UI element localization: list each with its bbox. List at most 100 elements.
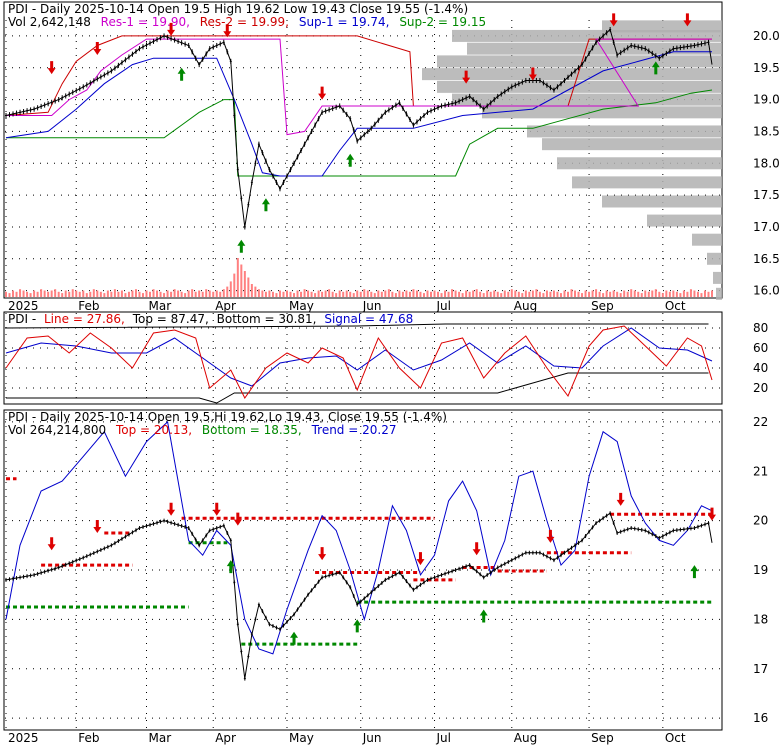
volume-bar bbox=[559, 293, 562, 297]
volume-bar bbox=[405, 290, 408, 297]
volume-bar bbox=[588, 291, 591, 297]
sup2-line bbox=[6, 89, 713, 177]
volume-bar bbox=[243, 271, 246, 297]
volume-bar bbox=[254, 286, 257, 297]
sell-arrow bbox=[167, 22, 176, 36]
sell-arrow bbox=[93, 42, 102, 56]
volume-bar bbox=[640, 293, 643, 297]
buy-arrow bbox=[346, 153, 355, 167]
volume-bar bbox=[328, 289, 331, 297]
volume-bar bbox=[616, 291, 619, 297]
trend-price-close-line bbox=[5, 512, 713, 679]
trend-line bbox=[5, 420, 713, 655]
volume-bar bbox=[134, 289, 137, 297]
volume-bar bbox=[524, 290, 527, 297]
osc-signal-line bbox=[5, 327, 713, 387]
osc-y-tick-label: 20 bbox=[753, 381, 768, 395]
volume-bar bbox=[264, 291, 267, 297]
volume-bar bbox=[430, 291, 433, 297]
trend-sell-arrow bbox=[416, 552, 425, 566]
volume-bar bbox=[152, 289, 155, 297]
volume-bar bbox=[574, 290, 577, 297]
volume-bar bbox=[50, 290, 53, 297]
volume-profile-bar bbox=[707, 252, 722, 265]
sell-arrow bbox=[47, 61, 56, 75]
volume-bar bbox=[145, 290, 148, 297]
trend-header-bottom: Bottom = 18.35, bbox=[202, 423, 302, 437]
volume-bar bbox=[184, 293, 187, 297]
trend-header-vol: Vol 264,214,800 bbox=[8, 423, 106, 437]
buy-arrow bbox=[177, 67, 186, 81]
price-x-tick-label: Aug bbox=[514, 299, 537, 313]
volume-bar bbox=[412, 289, 415, 297]
volume-bar bbox=[398, 290, 401, 297]
trend-header-line2: Vol 264,214,800 Top = 20.13, Bottom = 18… bbox=[8, 423, 396, 437]
trend-panel-frame bbox=[3, 409, 723, 731]
volume-bar bbox=[285, 290, 288, 297]
volume-bar bbox=[19, 289, 22, 297]
sell-arrow bbox=[223, 24, 232, 38]
volume-bar bbox=[517, 291, 520, 297]
volume-bar bbox=[682, 290, 685, 297]
sell-arrow bbox=[462, 70, 471, 84]
volume-bar bbox=[422, 293, 425, 297]
volume-bar bbox=[581, 293, 584, 297]
trend-x-tick-label: Sep bbox=[591, 731, 614, 745]
volume-bar bbox=[219, 291, 222, 297]
trend-header-trend: Trend = 20.27 bbox=[311, 423, 397, 437]
volume-bar bbox=[250, 284, 253, 297]
volume-profile-bar bbox=[557, 157, 722, 170]
volume-bar bbox=[707, 291, 710, 297]
osc-y-tick-label: 40 bbox=[753, 361, 768, 375]
volume-profile-bar bbox=[716, 287, 722, 300]
volume-bar bbox=[78, 291, 81, 297]
volume-bar bbox=[577, 291, 580, 297]
volume-bar bbox=[391, 291, 394, 297]
volume-bar bbox=[331, 291, 334, 297]
volume-bar bbox=[668, 291, 671, 297]
osc-header-top: Top = 87.47, bbox=[132, 312, 209, 326]
volume-bar bbox=[703, 290, 706, 297]
volume-bar bbox=[373, 293, 376, 297]
volume-bar bbox=[149, 291, 152, 297]
trend-y-ticks: 16 17 18 19 20 21 22 bbox=[753, 415, 768, 725]
volume-bar bbox=[222, 289, 225, 297]
price-x-tick-label: Mar bbox=[148, 299, 171, 313]
trend-buy-arrow bbox=[290, 631, 299, 645]
price-header-res2: Res-2 = 19.99, bbox=[200, 15, 289, 29]
trend-sell-arrow bbox=[167, 502, 176, 516]
osc-y-tick-label: 60 bbox=[753, 341, 768, 355]
volume-bar bbox=[444, 290, 447, 297]
volume-bar bbox=[61, 293, 64, 297]
sell-arrow bbox=[683, 13, 692, 27]
volume-bar bbox=[408, 291, 411, 297]
volume-bar bbox=[503, 290, 506, 297]
volume-bar bbox=[486, 290, 489, 297]
volume-bar bbox=[535, 289, 538, 297]
volume-bar bbox=[36, 291, 39, 297]
volume-bar bbox=[310, 291, 313, 297]
volume-bar bbox=[384, 290, 387, 297]
volume-profile-bar bbox=[482, 106, 722, 119]
volume-bar bbox=[335, 293, 338, 297]
volume-bar bbox=[338, 290, 341, 297]
trend-y-tick-label: 19 bbox=[753, 563, 768, 577]
volume-bar bbox=[57, 291, 60, 297]
price-x-tick-label: 2025 bbox=[8, 299, 39, 313]
oscillator-header: PDI - Line = 27.86, Top = 87.47, Bottom … bbox=[8, 312, 413, 326]
osc-top-band bbox=[5, 323, 709, 329]
volume-bar bbox=[208, 290, 211, 297]
buy-arrow bbox=[261, 198, 270, 212]
trend-x-tick-label: Feb bbox=[78, 731, 99, 745]
volume-bar bbox=[54, 289, 57, 297]
price-lines bbox=[5, 27, 713, 230]
volume-bar bbox=[156, 290, 159, 297]
price-close-line bbox=[5, 28, 713, 228]
volume-bar bbox=[609, 291, 612, 297]
volume-bar bbox=[282, 291, 285, 297]
volume-bar bbox=[293, 293, 296, 297]
price-header-sup2: Sup-2 = 19.15 bbox=[399, 15, 486, 29]
price-header-sup1: Sup-1 = 19.74, bbox=[299, 15, 390, 29]
